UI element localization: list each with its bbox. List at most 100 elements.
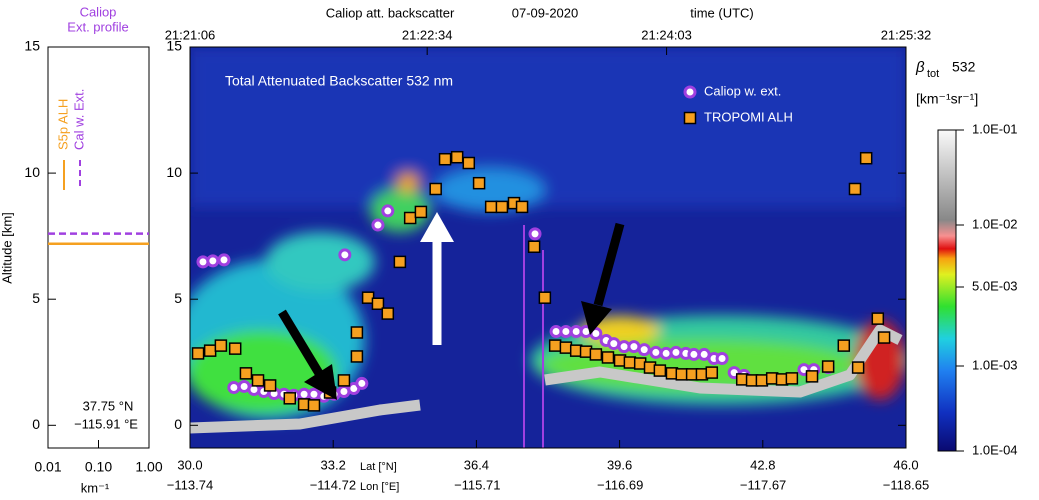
tropomi-point (337, 374, 351, 387)
x-tick-label: 0.10 (85, 459, 112, 475)
time-tick-label: 21:24:03 (641, 27, 692, 42)
tropomi-point (251, 374, 265, 387)
caliop-point (371, 218, 385, 232)
arrows (278, 212, 625, 400)
x-tick-label: 46.0 (893, 457, 918, 472)
legend-label: Cal w. Ext. (71, 89, 86, 150)
tropomi-point (589, 348, 603, 361)
tropomi-point (837, 339, 851, 352)
annotation: −115.91 °E (74, 416, 138, 431)
colorbar-tick-label: 1.0E-04 (972, 442, 1018, 457)
colorbar-unit: [km⁻¹sr⁻¹] (916, 91, 978, 107)
colorbar-tick-label: 1.0E-03 (972, 357, 1018, 372)
caliop-point (687, 347, 701, 361)
x-tick-label: 39.6 (607, 457, 632, 472)
tropomi-point (214, 339, 228, 352)
x2-tick-label: −113.74 (167, 477, 213, 492)
colorbar-title: β (915, 59, 925, 76)
tropomi-point (785, 372, 799, 385)
tropomi-point (263, 379, 277, 392)
tropomi-point (350, 350, 364, 363)
tropomi-point (877, 331, 891, 344)
y-tick-label: 10 (24, 164, 40, 180)
caliop-point (206, 254, 220, 268)
time-tick-label: 21:21:06 (165, 27, 216, 42)
legend-marker (683, 85, 697, 99)
caliop-point (559, 324, 573, 338)
colorbar-title: 532 (952, 59, 976, 75)
left-title: Ext. profile (67, 19, 128, 34)
x2-tick-label: −116.69 (597, 477, 643, 492)
tropomi-point (805, 370, 819, 383)
colorbar-tick-label: 1.0E-01 (972, 121, 1018, 136)
tropomi-point (851, 361, 865, 374)
colorbar-tick-label: 5.0E-03 (972, 278, 1018, 293)
tropomi-point (484, 200, 498, 214)
y-tick-label: 10 (166, 164, 182, 180)
tropomi-point (239, 367, 253, 380)
tropomi-point (755, 374, 769, 387)
caliop-point (381, 204, 395, 218)
tropomi-point (548, 339, 562, 352)
x2-tick-label: −114.72 (310, 477, 356, 492)
tropomi-point (538, 291, 552, 304)
y-tick-label: 15 (166, 38, 182, 54)
tropomi-point (821, 360, 835, 373)
panel-title: Total Attenuated Backscatter 532 nm (225, 73, 453, 89)
tropomi-point (307, 399, 321, 412)
y-tick-label: 15 (24, 38, 40, 54)
caliop-point (607, 337, 621, 351)
y-tick-label: 5 (32, 290, 40, 306)
tropomi-point (403, 211, 417, 225)
tropomi-point (228, 342, 242, 355)
header: Caliop att. backscatter (326, 5, 455, 20)
tropomi-point (191, 347, 205, 360)
marks (191, 85, 891, 412)
time-tick-label: 21:22:34 (402, 27, 453, 42)
time-tick-label: 21:25:32 (881, 27, 932, 42)
caliop-point (649, 345, 663, 359)
tropomi-point (414, 205, 428, 219)
x-tick-label: 36.4 (464, 457, 489, 472)
colorbar-tick-label: 1.0E-02 (972, 216, 1018, 231)
tropomi-point (527, 240, 541, 253)
legend-marker (683, 111, 697, 125)
tropomi-point (495, 200, 509, 214)
tropomi-point (848, 182, 862, 196)
caliop-point (227, 380, 241, 394)
left-x-label: km⁻¹ (81, 480, 110, 495)
tropomi-point (371, 297, 385, 310)
caliop-point (355, 376, 369, 390)
header: 07-09-2020 (512, 5, 579, 20)
colorbar (937, 129, 957, 452)
caliop-point (637, 343, 651, 357)
tropomi-point (350, 326, 364, 339)
tropomi-point (203, 344, 217, 357)
y-tick-label: 0 (32, 416, 40, 432)
x-tick-label: 1.00 (135, 459, 162, 475)
tropomi-point (601, 351, 615, 364)
x-tick-label: 30.0 (177, 457, 202, 472)
y-tick-label: 0 (174, 416, 182, 432)
tropomi-point (623, 356, 637, 369)
y-tick-label: 5 (174, 290, 182, 306)
x-tick-label: 42.8 (750, 457, 775, 472)
header: time (UTC) (690, 5, 754, 20)
left-title: Caliop (80, 4, 117, 19)
x-tick-label: 0.01 (34, 459, 61, 475)
x2-tick-label: −118.65 (883, 477, 929, 492)
caliop-point (338, 248, 352, 262)
caliop-point (217, 253, 231, 267)
x-label: Lat [°N] (360, 461, 397, 473)
tropomi-point (429, 182, 442, 196)
x-tick-label: 33.2 (321, 457, 346, 472)
tropomi-point (462, 156, 476, 170)
caliop-point (715, 351, 729, 365)
tropomi-point (859, 151, 873, 165)
x2-tick-label: −117.67 (740, 477, 786, 492)
caliop-point (627, 340, 641, 354)
legend-label: TROPOMI ALH (704, 109, 793, 124)
x2-tick-label: −115.71 (454, 477, 500, 492)
